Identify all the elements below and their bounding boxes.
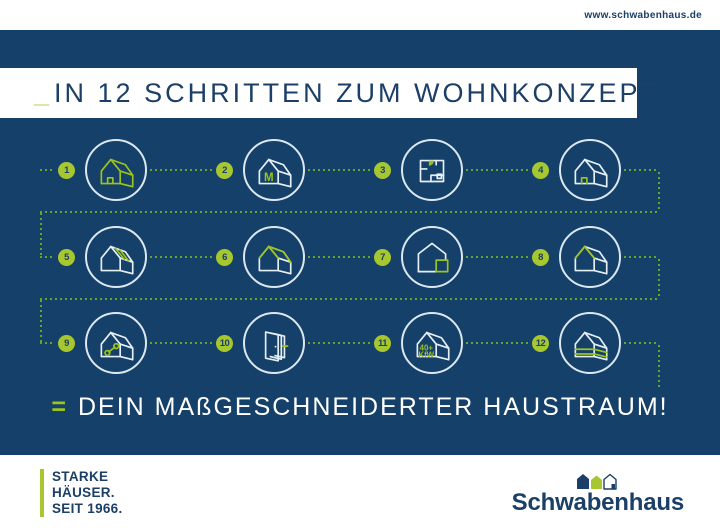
step-1: 1 [58, 139, 147, 201]
step-11: 11 40+ KfW [374, 312, 463, 374]
step-number-badge: 2 [216, 161, 233, 179]
dotted-connector [150, 342, 212, 344]
house-tools-icon [85, 312, 147, 374]
step-5: 5 [58, 226, 147, 288]
brand-slogan: STARKE HÄUSER. SEIT 1966. [40, 468, 123, 517]
step-number-badge: 10 [216, 334, 233, 352]
slogan-line: HÄUSER. [52, 484, 115, 500]
house-kfw-icon: 40+ KfW [401, 312, 463, 374]
title-text: IN 12 SCHRITTEN ZUM WOHNKONZEPT [54, 77, 661, 108]
logo-houses-icon [576, 473, 617, 490]
schwabenhaus-logo: Schwabenhaus [512, 471, 684, 515]
step-number-badge: 5 [58, 248, 75, 266]
step-number-badge: 3 [374, 161, 391, 179]
dotted-connector [308, 342, 370, 344]
dotted-connector [40, 342, 54, 344]
step-number-badge: 8 [532, 248, 549, 266]
dotted-connector [466, 256, 528, 258]
house-roof-panels-icon [85, 226, 147, 288]
house-extension-icon [401, 226, 463, 288]
dotted-connector [624, 256, 659, 258]
step-10: 10 [216, 312, 305, 374]
title-banner: _IN 12 SCHRITTEN ZUM WOHNKONZEPT [0, 68, 657, 118]
page-title: _IN 12 SCHRITTEN ZUM WOHNKONZEPT [34, 78, 660, 109]
step-6: 6 [216, 226, 305, 288]
step-9: 9 [58, 312, 147, 374]
dotted-connector [40, 298, 660, 300]
step-number-badge: 7 [374, 248, 391, 266]
tagline: = DEIN MAßGESCHNEIDERTER HAUSTRAUM! [0, 390, 720, 424]
dotted-connector [658, 172, 660, 212]
dotted-connector [624, 169, 659, 171]
slogan-line: STARKE [52, 468, 109, 484]
dotted-connector [466, 342, 528, 344]
house-roof-edges-icon [243, 226, 305, 288]
footer-bar: STARKE HÄUSER. SEIT 1966. Schwabenhaus [0, 455, 720, 530]
house-door-icon [559, 139, 621, 201]
step-number-badge: 9 [58, 334, 75, 352]
dotted-connector [40, 300, 42, 343]
step-number-badge: 6 [216, 248, 233, 266]
title-underscore-accent: _ [34, 77, 53, 108]
svg-text:40+: 40+ [420, 343, 434, 352]
dotted-connector [40, 256, 54, 258]
step-number-badge: 12 [532, 334, 549, 352]
tagline-text: DEIN MAßGESCHNEIDERTER HAUSTRAUM! [78, 392, 669, 421]
step-4: 4 [532, 139, 621, 201]
house-sketch-icon [85, 139, 147, 201]
top-bar: www.schwabenhaus.de [0, 0, 720, 30]
dotted-connector [40, 213, 42, 257]
step-number-badge: 1 [58, 161, 75, 179]
step-7: 7 [374, 226, 463, 288]
house-foundation-icon [559, 312, 621, 374]
dotted-connector [40, 169, 54, 171]
model-house-icon: M [243, 139, 305, 201]
dotted-connector [624, 342, 659, 344]
dotted-connector [308, 169, 370, 171]
step-number-badge: 11 [374, 334, 391, 352]
main-area: _IN 12 SCHRITTEN ZUM WOHNKONZEPT 1 [0, 30, 720, 455]
svg-text:KfW: KfW [418, 351, 434, 360]
dotted-connector [466, 169, 528, 171]
step-3: 3 [374, 139, 463, 201]
dotted-connector [658, 259, 660, 299]
equals-accent: = [51, 392, 66, 421]
house-gable-icon [559, 226, 621, 288]
dotted-connector [150, 169, 212, 171]
dotted-connector [658, 345, 660, 388]
logo-wordmark: Schwabenhaus [511, 488, 685, 516]
svg-text:M: M [264, 172, 274, 184]
dotted-connector [150, 256, 212, 258]
floor-plan-icon [401, 139, 463, 201]
step-12: 12 [532, 312, 621, 374]
slogan-line: SEIT 1966. [52, 500, 123, 516]
step-8: 8 [532, 226, 621, 288]
slogan-accent-bar [40, 468, 44, 517]
dotted-connector [308, 256, 370, 258]
dotted-connector [40, 211, 660, 213]
step-number-badge: 4 [532, 161, 549, 179]
doors-selection-icon [243, 312, 305, 374]
website-url: www.schwabenhaus.de [584, 9, 702, 21]
step-2: 2 M [216, 139, 305, 201]
